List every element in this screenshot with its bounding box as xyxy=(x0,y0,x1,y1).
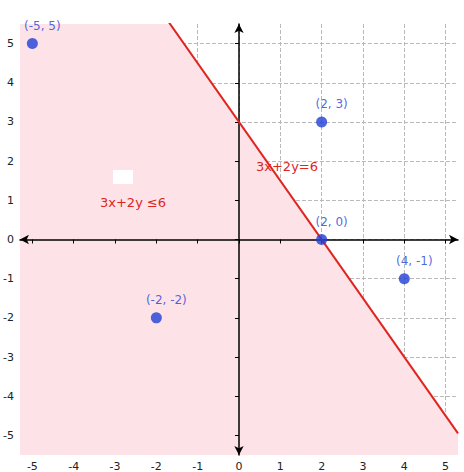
svg-text:1: 1 xyxy=(277,460,284,472)
svg-text:-1: -1 xyxy=(3,272,14,285)
svg-text:-4: -4 xyxy=(3,390,14,403)
svg-text:-3: -3 xyxy=(110,460,121,472)
svg-text:(2, 3): (2, 3) xyxy=(315,97,347,111)
svg-text:5: 5 xyxy=(442,460,449,472)
svg-text:-5: -5 xyxy=(27,460,38,472)
svg-text:-5: -5 xyxy=(3,429,14,442)
svg-text:-1: -1 xyxy=(192,460,203,472)
svg-text:-2: -2 xyxy=(3,311,14,324)
svg-text:0: 0 xyxy=(235,460,242,472)
svg-text:(2, 0): (2, 0) xyxy=(315,215,347,229)
svg-text:-3: -3 xyxy=(3,351,14,364)
svg-text:1: 1 xyxy=(7,194,14,207)
svg-text:3: 3 xyxy=(359,460,366,472)
svg-text:3x+2y=6: 3x+2y=6 xyxy=(256,159,318,174)
svg-text:(-2, -2): (-2, -2) xyxy=(146,293,187,307)
svg-text:-2: -2 xyxy=(151,460,162,472)
svg-text:-4: -4 xyxy=(68,460,79,472)
svg-text:(-5, 5): (-5, 5) xyxy=(24,19,61,33)
svg-text:4: 4 xyxy=(401,460,408,472)
svg-text:2: 2 xyxy=(318,460,325,472)
svg-text:2: 2 xyxy=(7,155,14,168)
svg-text:0: 0 xyxy=(7,233,14,246)
svg-text:5: 5 xyxy=(7,37,14,50)
svg-text:3: 3 xyxy=(7,115,14,128)
svg-text:3x+2y ≤6: 3x+2y ≤6 xyxy=(100,195,166,210)
svg-text:(4, -1): (4, -1) xyxy=(396,254,433,268)
svg-text:4: 4 xyxy=(7,76,14,89)
